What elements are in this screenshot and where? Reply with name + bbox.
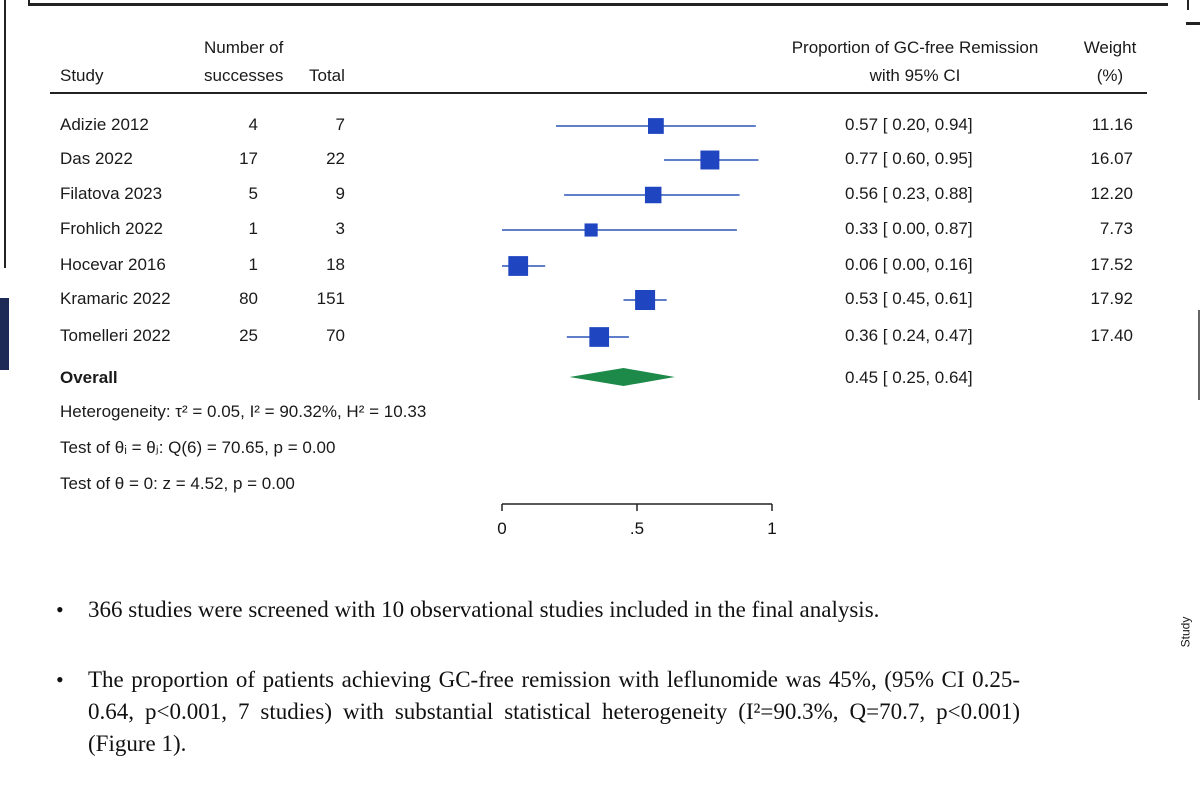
- weight-value: 7.73: [1099, 219, 1133, 238]
- header-total: Total: [309, 66, 345, 85]
- ci-value: 0.06 [ 0.00, 0.16]: [845, 255, 973, 274]
- study-marker: [635, 290, 656, 310]
- header-estimate-1: Proportion of GC-free Remission: [791, 38, 1039, 57]
- total-value: 3: [335, 219, 345, 238]
- study-marker: [644, 186, 662, 204]
- x-tick-label: 1: [767, 519, 776, 538]
- study-name: Adizie 2012: [60, 115, 149, 134]
- study-marker: [589, 327, 610, 347]
- frame-top-border: [28, 3, 1168, 6]
- study-marker: [648, 118, 664, 134]
- total-value: 151: [316, 289, 345, 308]
- study-name: Filatova 2023: [60, 184, 163, 203]
- ci-value: 0.53 [ 0.45, 0.61]: [845, 289, 973, 308]
- weight-value: 12.20: [1090, 184, 1133, 203]
- ci-value: 0.33 [ 0.00, 0.87]: [845, 219, 973, 238]
- ci-value: 0.57 [ 0.20, 0.94]: [845, 115, 973, 134]
- header-study: Study: [60, 66, 104, 85]
- right-edge-bar: [1198, 310, 1200, 400]
- study-marker: [700, 150, 720, 170]
- total-value: 70: [326, 326, 345, 345]
- header-estimate-2: with 95% CI: [869, 66, 961, 85]
- study-name: Kramaric 2022: [60, 289, 171, 308]
- right-edge-mark: [1187, 0, 1189, 10]
- ci-value: 0.56 [ 0.23, 0.88]: [845, 184, 973, 203]
- bullet-text-2: The proportion of patients achieving GC-…: [88, 667, 1020, 756]
- ci-value: 0.77 [ 0.60, 0.95]: [845, 149, 973, 168]
- header-successes-2: successes: [204, 66, 284, 85]
- right-edge-mark: [1186, 22, 1200, 25]
- frame-left-tick: [28, 0, 30, 5]
- total-value: 22: [326, 149, 345, 168]
- successes-value: 80: [239, 289, 258, 308]
- successes-value: 5: [248, 184, 258, 203]
- study-name: Tomelleri 2022: [60, 326, 171, 345]
- test-theta-0: Test of θ = 0: z = 4.52, p = 0.00: [60, 474, 295, 493]
- bullet-text-1: 366 studies were screened with 10 observ…: [88, 597, 880, 622]
- header-weight-1: Weight: [1083, 38, 1137, 57]
- weight-value: 17.92: [1090, 289, 1133, 308]
- successes-value: 25: [239, 326, 258, 345]
- overall-diamond: [569, 368, 675, 386]
- header-successes-1: Number of: [204, 38, 284, 57]
- test-theta-i: Test of θᵢ = θⱼ: Q(6) = 70.65, p = 0.00: [60, 438, 336, 457]
- header-weight-2: (%): [1096, 66, 1124, 85]
- ci-value: 0.36 [ 0.24, 0.47]: [845, 326, 973, 345]
- overall-ci: 0.45 [ 0.25, 0.64]: [845, 368, 973, 387]
- overall-label: Overall: [60, 368, 118, 387]
- weight-value: 17.40: [1090, 326, 1133, 345]
- x-tick-label: .5: [630, 519, 644, 538]
- study-name: Das 2022: [60, 149, 133, 168]
- total-value: 9: [335, 184, 345, 203]
- frame-left-border: [4, 0, 6, 268]
- study-marker: [584, 223, 598, 237]
- bullet-dot: •: [56, 597, 64, 622]
- successes-value: 17: [239, 149, 258, 168]
- left-edge-bar: [0, 298, 9, 370]
- successes-value: 4: [248, 115, 258, 134]
- heterogeneity-stat: Heterogeneity: τ² = 0.05, I² = 90.32%, H…: [60, 402, 427, 421]
- weight-value: 11.16: [1091, 115, 1133, 134]
- study-marker: [508, 256, 529, 276]
- total-value: 18: [326, 255, 345, 274]
- total-value: 7: [335, 115, 345, 134]
- successes-value: 1: [248, 255, 258, 274]
- study-name: Frohlich 2022: [60, 219, 164, 238]
- bullet-dot: •: [56, 667, 64, 692]
- x-tick-label: 0: [497, 519, 506, 538]
- header-rule: [50, 92, 1147, 94]
- weight-value: 16.07: [1090, 149, 1133, 168]
- weight-value: 17.52: [1090, 255, 1133, 274]
- successes-value: 1: [248, 219, 258, 238]
- study-name: Hocevar 2016: [60, 255, 166, 274]
